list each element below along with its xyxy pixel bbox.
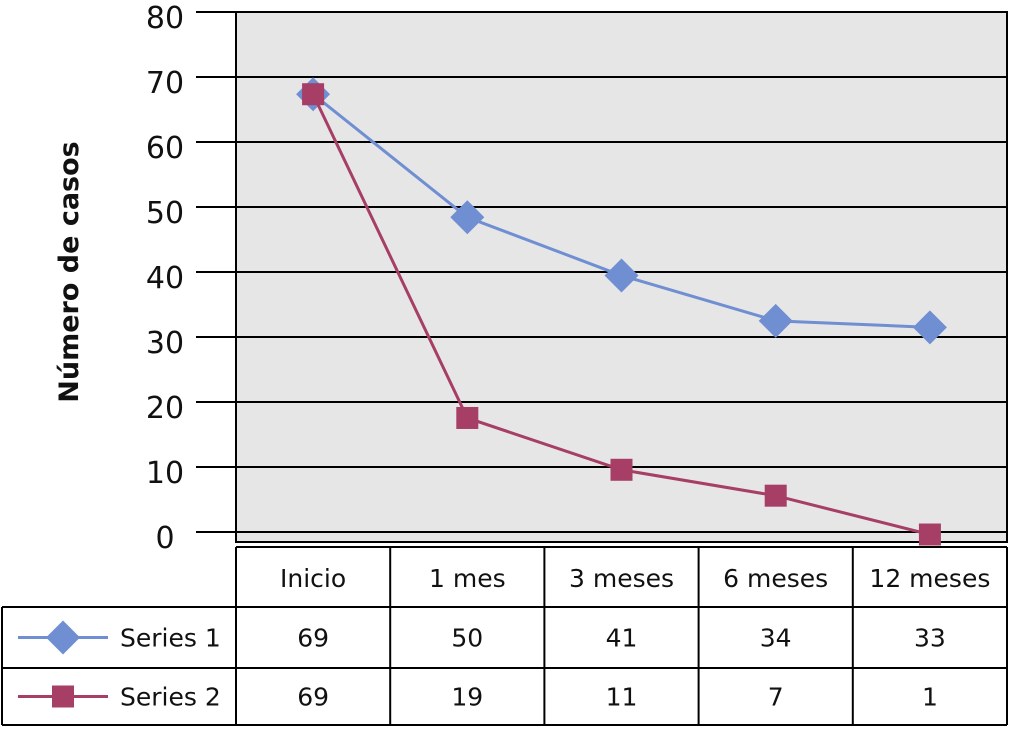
y-tick-label: 70 [146, 66, 184, 101]
legend-label: Series 2 [120, 683, 221, 712]
y-tick-label: 10 [146, 456, 184, 491]
data-point [912, 310, 947, 345]
y-tick-label: 0 [155, 521, 174, 556]
y-axis-title: Número de casos [54, 141, 85, 402]
data-point [604, 258, 639, 293]
y-tick-label: 20 [146, 391, 184, 426]
table-cell-value: 33 [914, 624, 946, 653]
data-point [918, 523, 941, 546]
data-point [758, 303, 793, 338]
x-category-label: 3 meses [569, 564, 674, 593]
data-point [610, 458, 633, 481]
series-layer [296, 77, 947, 546]
table-cell-value: 1 [922, 683, 938, 712]
y-tick-label: 80 [146, 1, 184, 36]
legend-label: Series 1 [120, 624, 221, 653]
legend-marker [52, 685, 74, 708]
table-cell-value: 69 [297, 624, 329, 653]
gridlines [196, 11, 1007, 533]
table-cell-value: 34 [760, 624, 792, 653]
x-category-label: 12 meses [869, 564, 990, 593]
table-cell-value: 11 [606, 683, 638, 712]
table-cell-value: 69 [297, 683, 329, 712]
y-tick-label: 40 [146, 261, 184, 296]
data-point [456, 406, 479, 429]
table-cell-value: 19 [451, 683, 483, 712]
data-point [764, 484, 787, 507]
y-tick-label: 30 [146, 326, 184, 361]
data-point [450, 200, 485, 235]
data-table: Inicio 1 mes 3 meses 6 meses 12 meses Series … [1, 546, 1008, 726]
x-category-label: 1 mes [429, 564, 506, 593]
y-tick-label: 60 [146, 131, 184, 166]
table-cell-value: 7 [768, 683, 784, 712]
data-point [302, 83, 325, 106]
x-category-label: Inicio [280, 564, 346, 593]
y-tick-label: 50 [146, 196, 184, 231]
legend-marker [46, 620, 80, 655]
table-cell-value: 41 [606, 624, 638, 653]
table-cell-value: 50 [451, 624, 483, 653]
y-axis-ticks: 80 70 60 50 40 30 20 10 0 [146, 1, 184, 556]
x-category-label: 6 meses [723, 564, 828, 593]
